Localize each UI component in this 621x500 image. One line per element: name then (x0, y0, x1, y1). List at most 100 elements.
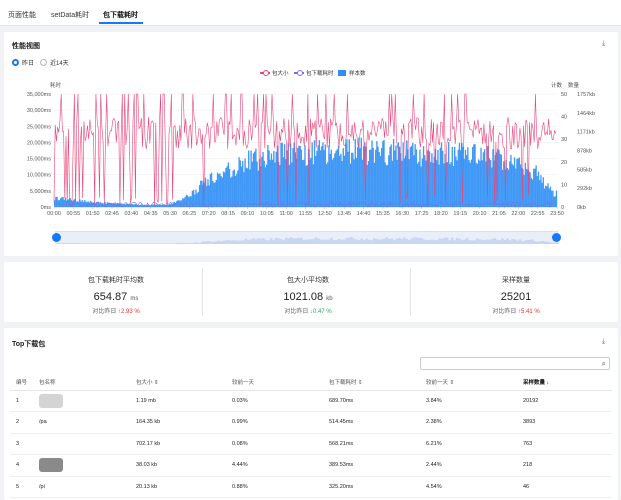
radio-14-days[interactable]: 近14天 (40, 58, 69, 67)
sample-count-bar (352, 152, 354, 207)
col-time-vs-prev[interactable]: 较前一天 ⇕ (420, 375, 517, 391)
sample-count-bar (224, 172, 226, 207)
sample-count-bar (59, 198, 62, 207)
sample-count-bar (140, 204, 142, 207)
sample-count-bar (469, 162, 471, 207)
x-tick-label: 15:35 (376, 211, 390, 217)
sample-count-bar (313, 140, 316, 207)
sample-count-bar (467, 147, 469, 207)
sample-count-bar (279, 165, 281, 207)
slider-preview-bar (201, 241, 205, 244)
sample-count-bar (152, 205, 154, 207)
sample-count-bar (166, 204, 168, 207)
count-tick-label: 30 (561, 137, 567, 143)
sample-count-bar (292, 148, 294, 207)
stat-change-value: 0.47 % (313, 309, 332, 315)
sample-count-bar (79, 199, 81, 207)
sample-count-bar (170, 204, 172, 207)
slider-preview-bar (425, 239, 429, 244)
count-tick-label: 0 (561, 205, 564, 211)
time-range-slider-track[interactable] (55, 231, 560, 244)
legend-label: 包下载耗时 (306, 71, 334, 77)
sample-count-bar (219, 173, 221, 207)
slider-preview-bar (279, 238, 283, 244)
sample-count-bar (477, 159, 480, 207)
slider-preview-bar (310, 239, 313, 244)
slider-handle-start[interactable] (52, 233, 61, 242)
table-row[interactable]: 3 702.17 kb 0.08% 568.21ms 6.21% 763 (10, 433, 612, 455)
radio-yesterday[interactable]: 昨日 (12, 58, 34, 67)
sample-count-bar (531, 179, 534, 207)
sample-count-bar (424, 155, 426, 207)
sample-count-bar (519, 164, 522, 207)
sample-count-bar (236, 173, 238, 207)
sample-count-bar (389, 146, 391, 207)
sample-count-bar (206, 185, 208, 207)
sample-count-bar (322, 142, 324, 207)
slider-preview-bar (473, 240, 477, 244)
x-tick-label: 16:30 (395, 211, 409, 217)
slider-preview-bar (526, 240, 529, 244)
sample-count-bar (275, 151, 277, 207)
slider-preview-bar (216, 240, 220, 244)
table-row[interactable]: 2 /pa 164.35 kb 0.99% 514.45ms 2.38% 389… (10, 411, 612, 434)
sample-count-bar (406, 140, 408, 207)
sample-count-bar (346, 139, 348, 207)
slider-preview-bar (337, 239, 341, 244)
tab-page-performance[interactable]: 页面性能 (8, 12, 36, 19)
sample-count-bar (201, 180, 203, 207)
package-search-input[interactable]: ⌕ (420, 357, 610, 370)
x-tick-label: 19:15 (453, 211, 467, 217)
slider-preview-bar (476, 238, 479, 244)
legend-download-time[interactable]: 包下载耗时 (294, 69, 334, 77)
slider-preview-bar (501, 238, 504, 244)
slider-preview-bar (272, 239, 275, 244)
col-download-time[interactable]: 包下载耗时 ⇕ (323, 375, 420, 391)
redacted-block (39, 458, 63, 473)
legend-package-size[interactable]: 包大小 (260, 69, 289, 77)
sample-count-bar (301, 160, 304, 207)
table-header-row: 编号 包名称 包大小 ⇕ 较前一天 包下载耗时 ⇕ 较前一天 ⇕ 采样数量 ↓ (10, 375, 612, 391)
sort-icon: ⇕ (154, 380, 159, 387)
sample-count-bar (419, 149, 421, 207)
sample-count-bar (470, 159, 473, 207)
sample-count-bar (348, 139, 350, 207)
sample-count-bar (400, 153, 402, 207)
download-icon[interactable]: ⤓ (602, 40, 606, 47)
col-package-name: 包名称 (33, 375, 130, 391)
slider-preview-bar (239, 240, 243, 244)
sample-count-bar (549, 186, 552, 207)
sample-count-bar (529, 172, 531, 207)
sample-count-bar (54, 200, 56, 207)
sample-count-bar (312, 164, 315, 207)
table-row[interactable]: 4 38.03 kb 4.44% 389.53ms 2.44% 218 (10, 454, 612, 477)
sample-count-bar (390, 144, 392, 207)
sample-count-bar (137, 205, 140, 207)
tab-setdata-duration[interactable]: setData耗时 (51, 12, 90, 19)
sample-count-bar (83, 200, 86, 207)
sample-count-bar (75, 201, 77, 207)
slider-preview-bar (58, 243, 62, 244)
table-row[interactable]: 5 /pi 20.13 kb 0.88% 325.20ms 4.54% 46 (10, 476, 612, 498)
sample-count-bar (238, 157, 240, 207)
slider-preview-bar (440, 238, 444, 244)
slider-preview-bar (410, 238, 414, 244)
slider-handle-end[interactable] (552, 233, 561, 242)
slider-preview-bar (184, 243, 187, 244)
cell-size: 20.13 kb (130, 476, 226, 498)
legend-sample-count[interactable]: 样本数 (338, 69, 366, 77)
col-package-size[interactable]: 包大小 ⇕ (130, 375, 226, 391)
sample-count-bar (355, 157, 358, 207)
stat-compare: 对比昨日 ↓0.47 % (204, 306, 412, 315)
slider-preview-bar (551, 242, 555, 244)
performance-chart[interactable]: 35,000ms 30,000ms 25,000ms 20,000ms 15,000ms… (0, 0, 621, 260)
active-tab-indicator (99, 22, 143, 24)
sample-count-bar (418, 161, 420, 207)
col-sample-count[interactable]: 采样数量 ↓ (517, 375, 612, 391)
slider-preview-bar (511, 239, 514, 244)
table-row[interactable]: 1 1.19 mb 0.03% 689.70ms 3.84% 20192 (10, 390, 612, 412)
download-icon[interactable]: ⤓ (602, 338, 606, 345)
stat-compare-label: 对比昨日 (492, 309, 517, 315)
tab-package-download[interactable]: 包下载耗时 (103, 12, 138, 19)
stat-compare: 对比昨日 ↑2.93 % (12, 306, 220, 315)
